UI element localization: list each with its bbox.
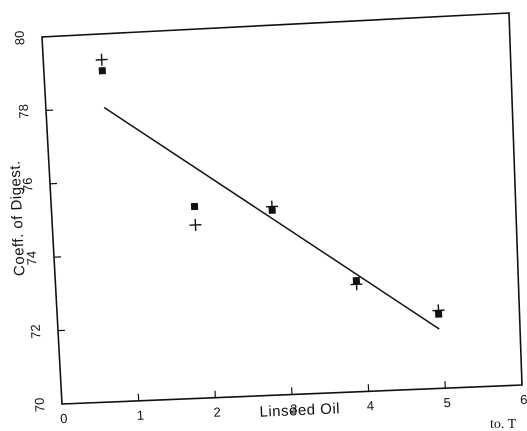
x-tick-label: 5 (443, 395, 451, 410)
data-points (95, 53, 445, 318)
y-tick-label: 80 (12, 30, 28, 45)
axis-ticks: 0 1 2 3 4 5 6 70 72 74 76 78 80 (12, 30, 527, 426)
square-marker (190, 202, 199, 211)
page-text-fragment: to. T (490, 417, 517, 431)
x-tick-label: 1 (137, 408, 145, 423)
x-tick-label: 4 (367, 398, 375, 413)
plus-marker (265, 200, 279, 213)
x-tick-label: 6 (520, 392, 527, 407)
plus-marker (350, 278, 363, 291)
plus-marker-vertical (437, 304, 440, 317)
plus-marker-vertical (355, 278, 358, 291)
plot-area (41, 12, 523, 405)
x-tick-label: 0 (60, 411, 68, 426)
plus-marker (432, 304, 445, 317)
plus-marker (95, 53, 108, 66)
plus-marker-vertical (100, 53, 103, 66)
plot-frame (41, 12, 523, 405)
y-tick-label: 74 (24, 251, 40, 266)
y-tick-label: 72 (28, 324, 44, 339)
plus-marker-vertical (194, 218, 197, 231)
regression-line (103, 106, 440, 330)
square-marker (98, 67, 106, 75)
x-axis-title: Linseed Oil (259, 400, 340, 420)
y-tick-label: 76 (20, 177, 36, 192)
regression-line-group (103, 106, 440, 330)
y-axis-title: Coeff. of Digest. (6, 160, 28, 276)
x-tick-label: 2 (213, 404, 221, 419)
plus-marker-vertical (271, 200, 273, 213)
y-tick-label: 78 (16, 104, 32, 119)
x-tick-label: 3 (290, 401, 298, 416)
y-tick-label: 70 (32, 397, 48, 412)
plus-marker (189, 218, 202, 231)
axis-labels: Linseed Oil Coeff. of Digest. (6, 160, 340, 421)
